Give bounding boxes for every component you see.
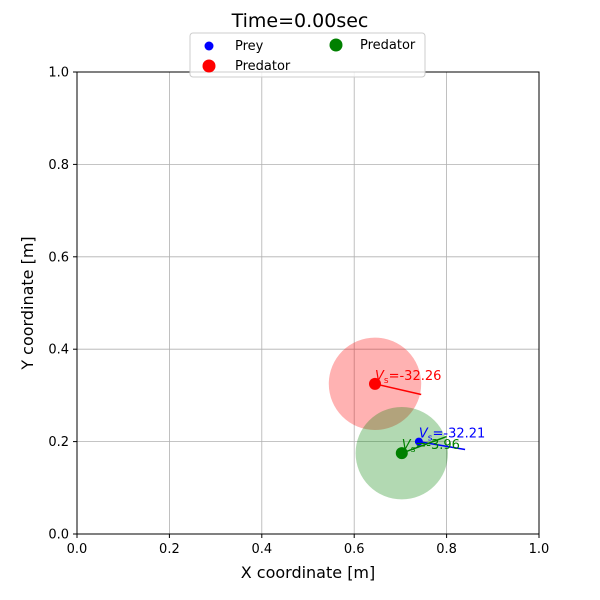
velocity-label: Vs=-3.96 xyxy=(402,438,460,455)
x-tick-label: 1.0 xyxy=(529,542,550,557)
y-axis-label: Y coordinate [m] xyxy=(18,236,37,370)
legend-label: Prey xyxy=(235,39,264,54)
agent-point xyxy=(368,377,381,390)
legend-marker xyxy=(202,59,216,73)
legend-label: Predator xyxy=(360,38,416,53)
x-axis-label: X coordinate [m] xyxy=(241,563,376,582)
y-tick-label: 0.4 xyxy=(48,343,69,358)
chart-title: Time=0.00sec xyxy=(231,10,369,32)
legend-label: Predator xyxy=(235,59,291,74)
x-tick-label: 0.6 xyxy=(344,542,365,557)
ticks: 0.0 0.2 0.4 0.6 0.8 1.0 0.0 0.2 0.4 0.6 0.8 1.0 xyxy=(48,66,549,558)
y-tick-label: 0.8 xyxy=(48,158,69,173)
heading-line xyxy=(418,440,466,451)
x-tick-label: 0.0 xyxy=(67,542,88,557)
heading-line xyxy=(401,435,447,454)
legend-marker xyxy=(204,41,214,51)
y-tick-label: 0.0 xyxy=(48,528,69,543)
y-tick-label: 0.2 xyxy=(48,435,69,450)
plot-content: Vs=-32.21 Vs=-32.26 Vs=-3.96 xyxy=(328,337,485,500)
x-tick-label: 0.2 xyxy=(159,542,180,557)
legend-marker xyxy=(329,38,343,52)
x-tick-label: 0.8 xyxy=(436,542,457,557)
x-tick-label: 0.4 xyxy=(251,542,272,557)
y-tick-label: 0.6 xyxy=(48,250,69,265)
agent-point xyxy=(414,437,423,446)
heading-line xyxy=(374,383,422,396)
velocity-label: Vs=-32.21 xyxy=(419,427,485,444)
legend: Prey Predator Predator xyxy=(189,32,426,78)
legend-box xyxy=(189,32,426,78)
velocity-label: Vs=-32.26 xyxy=(375,369,441,386)
y-tick-label: 1.0 xyxy=(48,66,69,81)
agent-point xyxy=(395,447,408,460)
